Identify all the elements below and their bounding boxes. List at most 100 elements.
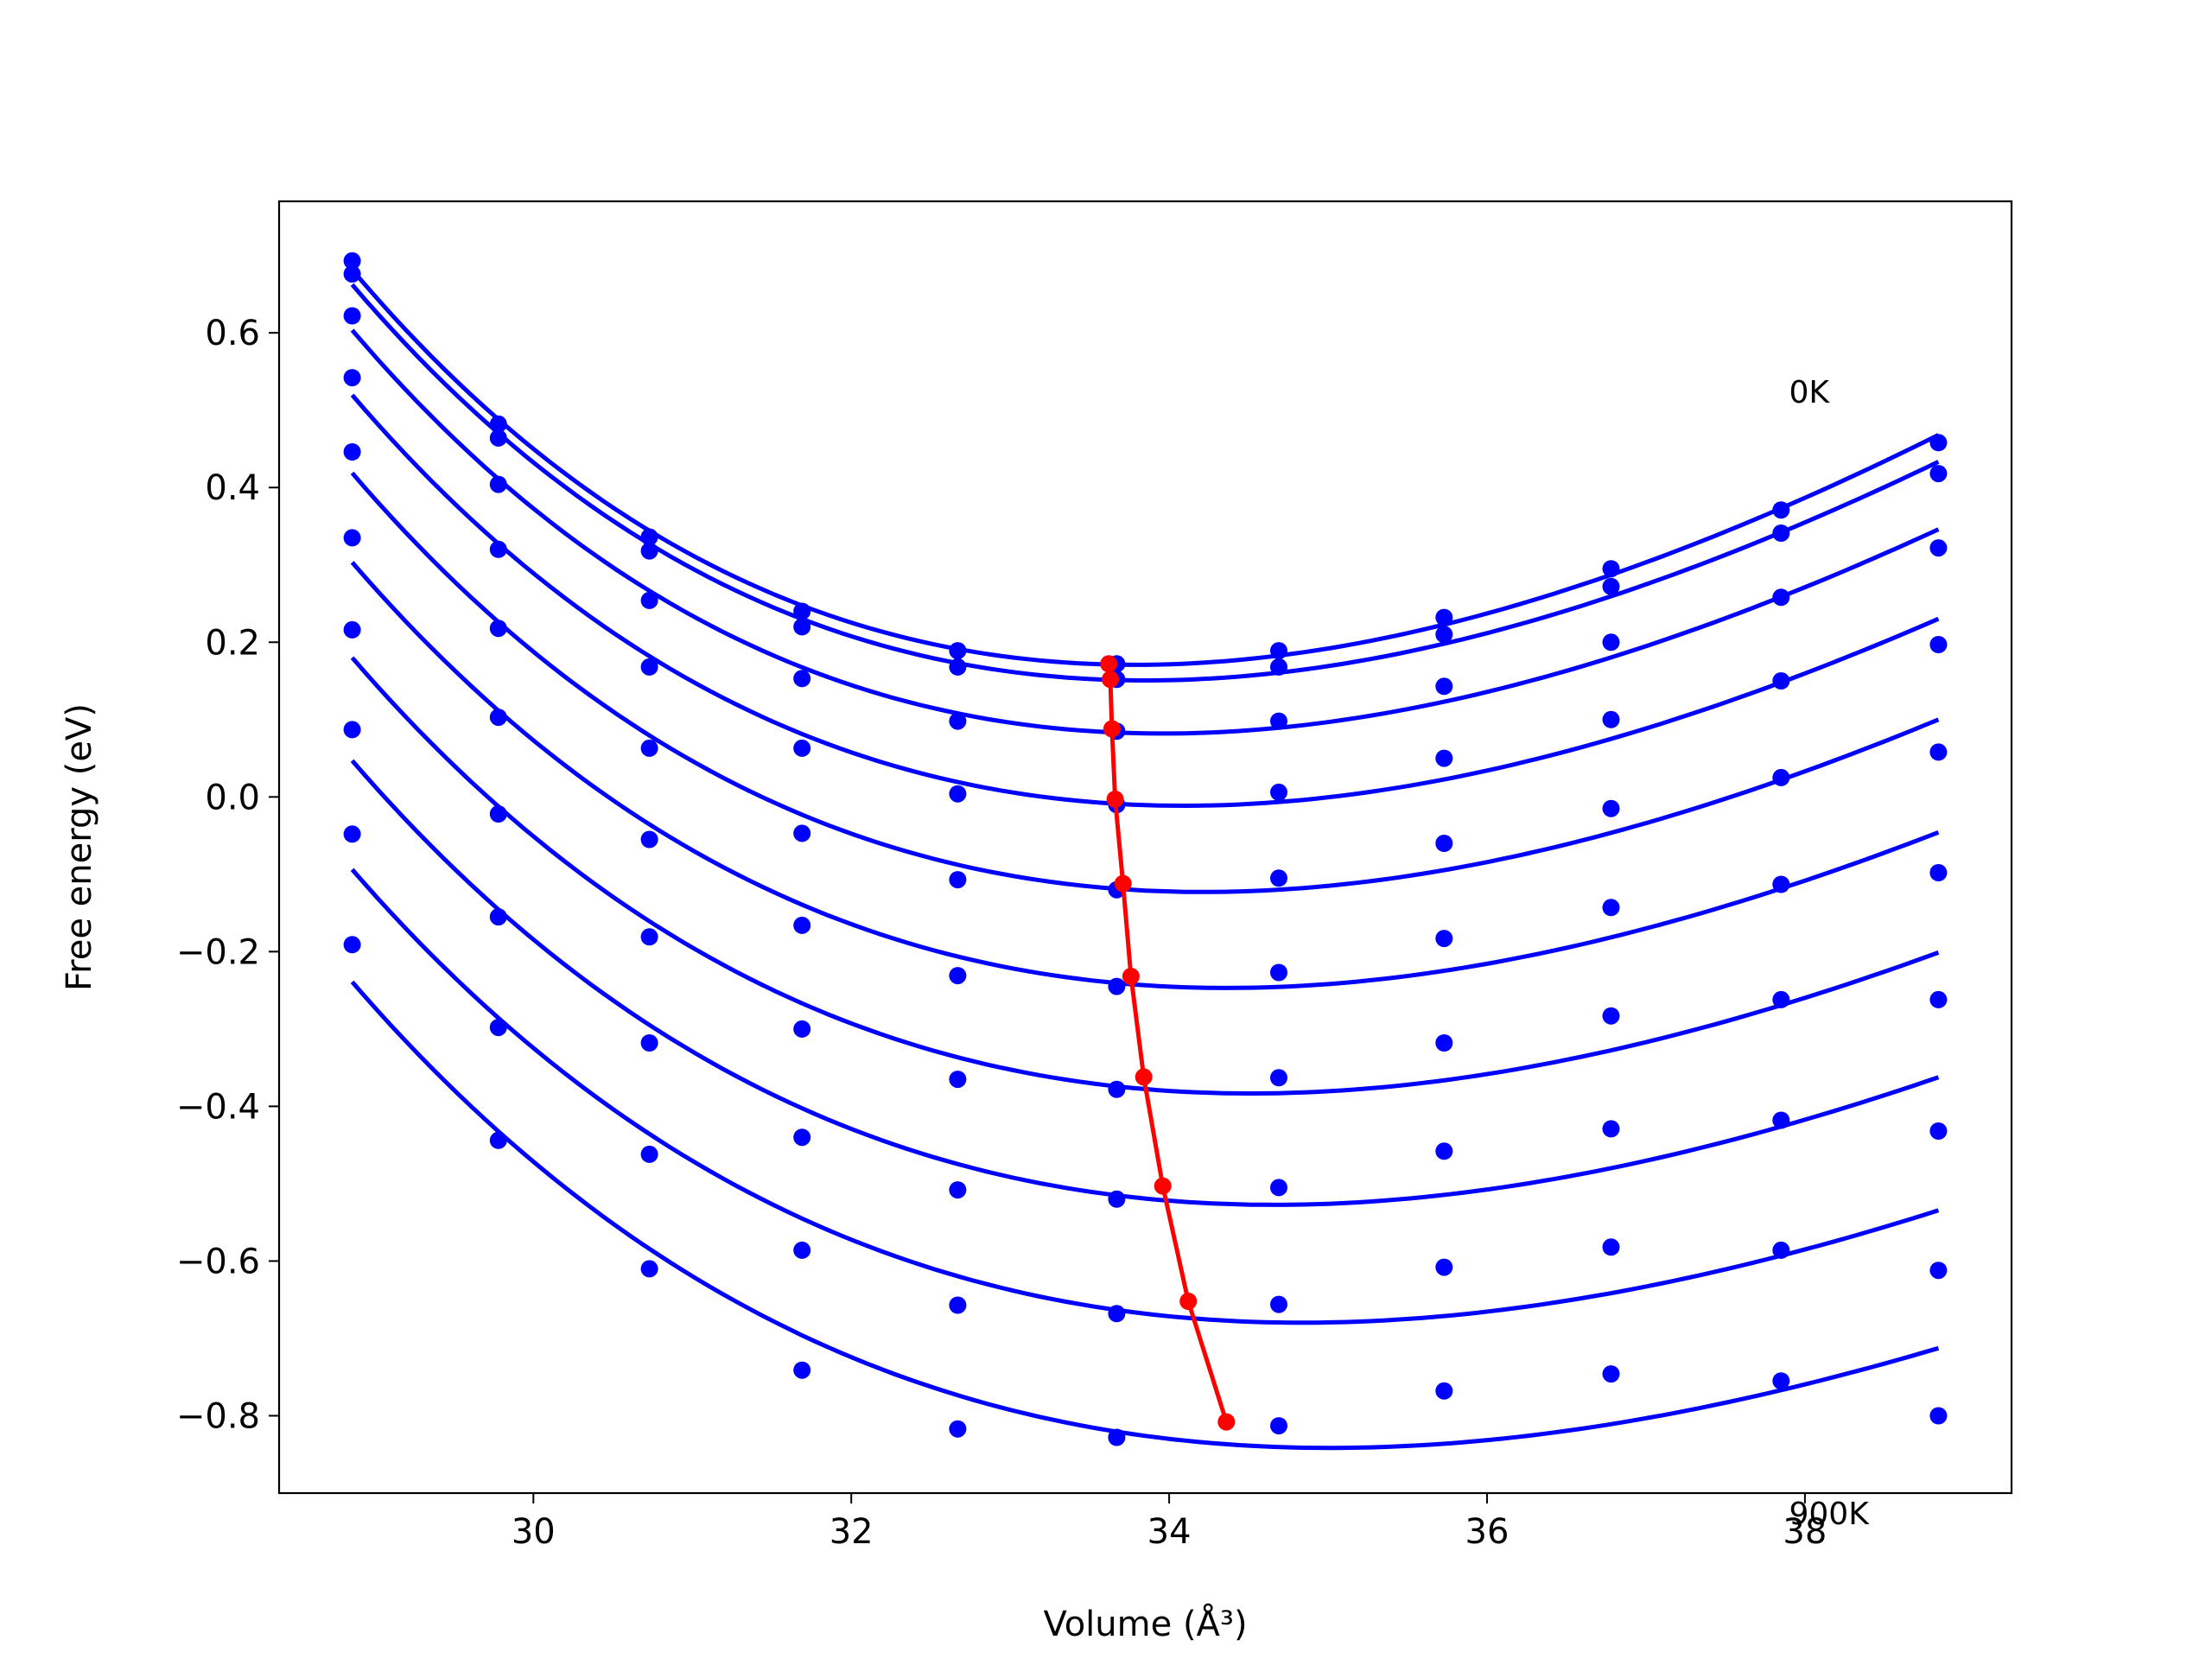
data-point xyxy=(1929,434,1948,452)
data-point xyxy=(1270,658,1287,676)
fit-curve-7 xyxy=(350,656,1940,1096)
data-point xyxy=(489,620,507,638)
data-point xyxy=(1602,560,1620,578)
minimum-energy-line xyxy=(1100,655,1236,1431)
x-tick-label: 30 xyxy=(512,1512,556,1552)
data-point xyxy=(949,871,967,889)
data-point xyxy=(1435,1034,1453,1052)
y-tick-label: 0.4 xyxy=(205,468,260,508)
x-tick-label: 32 xyxy=(830,1512,874,1552)
data-point xyxy=(1108,1080,1126,1098)
minimum-point xyxy=(1154,1177,1172,1195)
y-tick-label: −0.6 xyxy=(176,1242,260,1281)
data-point xyxy=(1270,783,1287,801)
fit-curve-4 xyxy=(350,393,1940,808)
minimum-point xyxy=(1114,874,1132,893)
data-point xyxy=(1270,1179,1287,1197)
data-point xyxy=(793,1361,811,1379)
data-point xyxy=(1772,990,1790,1008)
data-point xyxy=(1435,1382,1453,1400)
data-point xyxy=(640,830,658,849)
y-tick-label: −0.4 xyxy=(176,1087,260,1127)
data-point xyxy=(1929,465,1948,483)
fit-curve-2 xyxy=(350,283,1940,683)
data-point xyxy=(1602,1007,1620,1025)
data-point xyxy=(640,1145,658,1163)
data-point xyxy=(1929,990,1948,1008)
data-point xyxy=(793,670,811,688)
minimum-point xyxy=(1106,791,1124,808)
data-point xyxy=(343,825,361,843)
data-point xyxy=(489,415,507,433)
data-point xyxy=(1772,1111,1790,1129)
data-point xyxy=(489,475,507,493)
data-point xyxy=(343,251,361,270)
data-point xyxy=(343,369,361,387)
data-point xyxy=(1602,799,1620,817)
data-point xyxy=(489,1019,507,1037)
data-point xyxy=(793,1241,811,1259)
data-point xyxy=(793,1020,811,1038)
data-point xyxy=(1108,977,1126,995)
data-point xyxy=(1772,1241,1790,1259)
data-point xyxy=(1108,1305,1126,1323)
data-point xyxy=(1435,626,1453,644)
fit-curve-8 xyxy=(350,759,1940,1207)
data-point xyxy=(640,928,658,946)
data-point xyxy=(1772,768,1790,786)
data-point xyxy=(1602,899,1620,917)
data-point xyxy=(949,642,967,660)
y-tick-label: −0.8 xyxy=(176,1396,260,1436)
data-point xyxy=(1270,712,1287,730)
y-axis-label: Free energy (eV) xyxy=(60,703,99,991)
x-axis-ticks: 30 32 34 36 38 xyxy=(512,1493,1827,1552)
temperature-annotation: 900K xyxy=(1789,1497,1871,1532)
data-point xyxy=(1108,1190,1126,1208)
minimum-point xyxy=(1100,655,1118,673)
data-point xyxy=(949,1420,967,1438)
data-point xyxy=(640,739,658,757)
data-point xyxy=(1435,835,1453,852)
fitted-curves xyxy=(350,268,1940,1451)
data-point xyxy=(343,620,361,639)
fit-curve-1 xyxy=(350,268,1940,667)
data-point xyxy=(1929,539,1948,557)
minimum-point xyxy=(1135,1068,1153,1086)
minimum-point xyxy=(1217,1413,1236,1431)
data-point xyxy=(1270,1295,1287,1313)
fit-curve-9 xyxy=(350,868,1940,1325)
data-point xyxy=(1772,1372,1790,1390)
y-tick-label: 0.6 xyxy=(205,314,260,353)
y-tick-label: −0.2 xyxy=(176,932,260,972)
x-axis-label: Volume (Å³) xyxy=(1043,1603,1247,1644)
data-point xyxy=(949,658,967,676)
data-point xyxy=(1435,749,1453,767)
data-point xyxy=(1270,642,1287,660)
data-point xyxy=(949,1296,967,1314)
data-point xyxy=(1929,636,1948,653)
data-point xyxy=(1929,743,1948,761)
data-point xyxy=(1772,501,1790,519)
data-point xyxy=(793,618,811,636)
data-point xyxy=(343,307,361,325)
x-tick-label: 36 xyxy=(1465,1512,1510,1552)
data-point xyxy=(489,805,507,823)
fit-curve-3 xyxy=(350,328,1940,736)
data-point xyxy=(1772,875,1790,893)
data-point xyxy=(343,529,361,547)
data-point xyxy=(1270,869,1287,887)
y-tick-label: 0.0 xyxy=(205,778,260,817)
data-point xyxy=(1602,1365,1620,1383)
data-point xyxy=(489,429,507,447)
data-point xyxy=(949,1071,967,1089)
data-point xyxy=(1602,577,1620,595)
data-point xyxy=(949,967,967,985)
plot-frame xyxy=(277,200,2013,1495)
data-point xyxy=(1772,672,1790,690)
data-point xyxy=(489,540,507,558)
data-point xyxy=(1602,633,1620,652)
data-point xyxy=(793,824,811,842)
y-axis-ticks: −0.8 −0.6 −0.4 −0.2 0.0 0.2 0.4 0.6 xyxy=(176,314,279,1436)
data-point xyxy=(489,908,507,926)
